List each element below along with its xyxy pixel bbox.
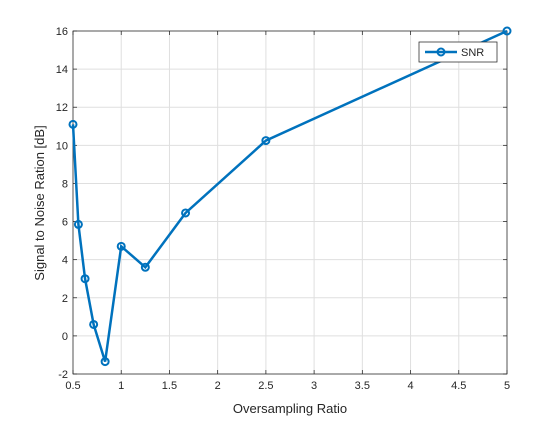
x-tick-label: 1 xyxy=(118,380,124,392)
series-line-snr xyxy=(71,29,508,362)
x-ticks: 0.5 1 1.5 2 2.5 3 3.5 4 4.5 5 xyxy=(65,31,510,392)
y-tick-label: 12 xyxy=(56,102,68,114)
data-point xyxy=(80,274,90,284)
y-tick-label: 16 xyxy=(56,26,68,38)
axes-box xyxy=(72,30,508,375)
data-point xyxy=(140,262,150,272)
legend-marker xyxy=(436,47,446,57)
data-point xyxy=(73,219,83,229)
y-tick-label: 10 xyxy=(56,140,68,152)
data-point xyxy=(100,357,110,367)
data-point xyxy=(116,241,126,251)
axes xyxy=(72,30,508,375)
y-axis-label: Signal to Noise Ration [dB] xyxy=(32,125,47,280)
x-tick-label: 4.5 xyxy=(451,380,466,392)
data-point xyxy=(89,319,99,329)
y-tick-label: 14 xyxy=(56,64,68,76)
x-tick-label: 3.5 xyxy=(355,380,370,392)
y-tick-label: 8 xyxy=(62,178,68,190)
y-tick-label: 0 xyxy=(62,331,68,343)
y-tick-label: 6 xyxy=(62,217,68,229)
y-tick-label: -2 xyxy=(58,369,68,381)
x-tick-label: 3 xyxy=(311,380,317,392)
y-ticks: -2 0 2 4 6 8 10 12 14 16 xyxy=(56,26,507,381)
legend-label: SNR xyxy=(461,47,484,59)
data-point xyxy=(181,208,191,218)
data-point xyxy=(261,136,271,146)
series-layer xyxy=(68,26,512,367)
x-tick-label: 2.5 xyxy=(258,380,273,392)
x-tick-label: 2 xyxy=(215,380,221,392)
plot-area xyxy=(73,31,507,374)
legend: SNR xyxy=(418,41,498,63)
x-tick-label: 1.5 xyxy=(162,380,177,392)
y-tick-label: 2 xyxy=(62,293,68,305)
x-tick-label: 5 xyxy=(504,380,510,392)
x-tick-label: 4 xyxy=(407,380,413,392)
x-axis-label: Oversampling Ratio xyxy=(233,401,347,416)
data-point xyxy=(502,26,512,36)
data-point xyxy=(68,119,78,129)
legend-box xyxy=(418,41,498,63)
x-tick-label: 0.5 xyxy=(65,380,80,392)
y-tick-label: 4 xyxy=(62,255,68,267)
